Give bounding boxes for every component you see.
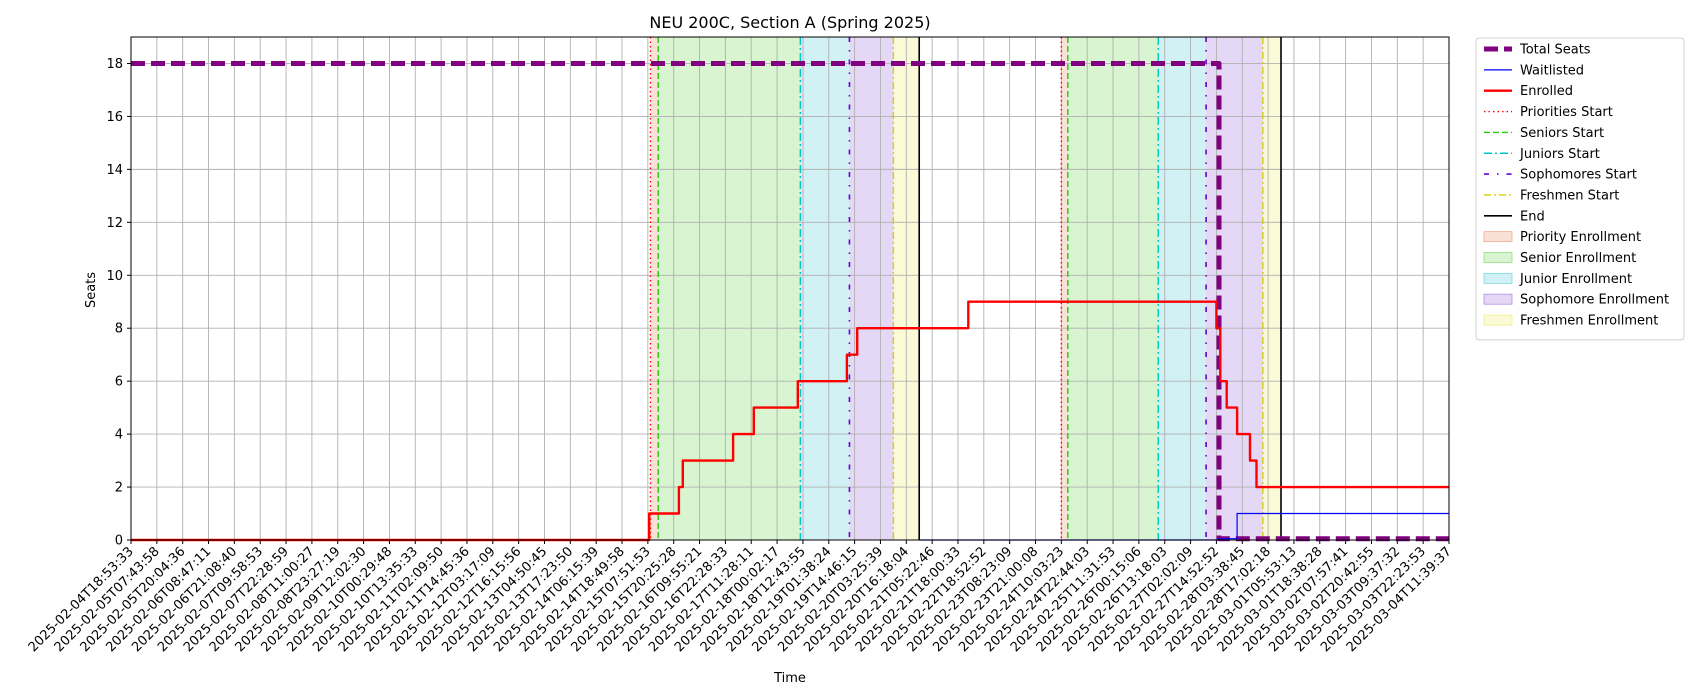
legend-item: Senior Enrollment [1483, 251, 1636, 266]
legend-item: Sophomore Enrollment [1483, 293, 1669, 308]
y-tick-label: 0 [115, 534, 123, 549]
legend-item: Freshmen Enrollment [1483, 314, 1658, 329]
legend-item: Enrolled [1484, 84, 1573, 99]
legend-label: Freshmen Enrollment [1520, 314, 1658, 329]
legend-label: Priorities Start [1520, 105, 1613, 120]
legend-item: Priority Enrollment [1483, 230, 1641, 245]
legend-item: Juniors Start [1484, 147, 1600, 162]
region-sophomore-enrollment-3 [849, 37, 894, 540]
y-tick-label: 12 [106, 216, 123, 231]
region-junior-enrollment-7 [1158, 37, 1207, 540]
legend-item: Sophomores Start [1484, 168, 1637, 183]
region-freshmen-enrollment-9 [1262, 37, 1282, 540]
legend-item: Seniors Start [1484, 126, 1604, 141]
legend: Total Seats Waitlisted Enrolled Priorities … [1475, 37, 1685, 341]
x-axis: 2025-02-04T18:53:332025-02-05T07:43:5820… [26, 540, 1455, 655]
legend-label: Junior Enrollment [1519, 272, 1632, 287]
grid-lines [130, 37, 1450, 541]
legend-item: Total Seats [1484, 43, 1591, 58]
y-tick-label: 14 [106, 163, 123, 178]
legend-label: Total Seats [1519, 43, 1591, 58]
legend-item: End [1484, 209, 1545, 224]
region-priority-enrollment-0 [650, 37, 659, 540]
y-axis-label: Seats [84, 272, 99, 308]
legend-swatch-patch [1483, 252, 1513, 263]
y-tick-label: 6 [115, 375, 123, 390]
y-axis: 0 2 4 6 8 10 12 14 16 18 [106, 57, 131, 549]
legend-label: Sophomore Enrollment [1520, 293, 1669, 308]
plot-frame [130, 36, 1450, 541]
series-total-seats [131, 61, 1449, 542]
chart-title: NEU 200C, Section A (Spring 2025) [649, 13, 930, 32]
legend-label: Seniors Start [1520, 126, 1604, 141]
legend-item: Junior Enrollment [1483, 272, 1632, 287]
y-tick-label: 16 [106, 110, 123, 125]
y-tick-label: 2 [115, 481, 123, 496]
y-tick-label: 8 [115, 322, 123, 337]
legend-label: Sophomores Start [1520, 168, 1637, 183]
region-priority-enrollment-5 [1061, 37, 1068, 540]
region-junior-enrollment-2 [800, 37, 850, 540]
y-tick-label: 4 [115, 428, 123, 443]
legend-box [1475, 37, 1685, 341]
legend-swatch-patch [1483, 272, 1513, 284]
region-senior-enrollment-1 [658, 37, 801, 540]
legend-label: Enrolled [1520, 84, 1573, 99]
legend-item: Waitlisted [1484, 63, 1584, 78]
legend-label: Senior Enrollment [1520, 251, 1636, 266]
legend-swatch-patch [1483, 314, 1513, 326]
legend-swatch-patch [1483, 231, 1513, 243]
legend-label: Waitlisted [1520, 63, 1584, 78]
phase-start-lines [649, 37, 1282, 540]
legend-label: Freshmen Start [1520, 188, 1619, 203]
legend-swatch-patch [1483, 293, 1513, 305]
x-axis-label: Time [773, 671, 806, 686]
legend-item: Freshmen Start [1484, 188, 1619, 203]
series-enrolled [131, 300, 1449, 542]
region-sophomore-enrollment-8 [1206, 37, 1263, 540]
y-tick-label: 18 [106, 57, 123, 72]
legend-label: Juniors Start [1519, 147, 1600, 162]
legend-label: End [1520, 209, 1545, 224]
legend-label: Priority Enrollment [1520, 230, 1641, 245]
y-tick-label: 10 [106, 269, 123, 284]
legend-item: Priorities Start [1484, 105, 1613, 120]
enrollment-regions [650, 37, 1282, 540]
